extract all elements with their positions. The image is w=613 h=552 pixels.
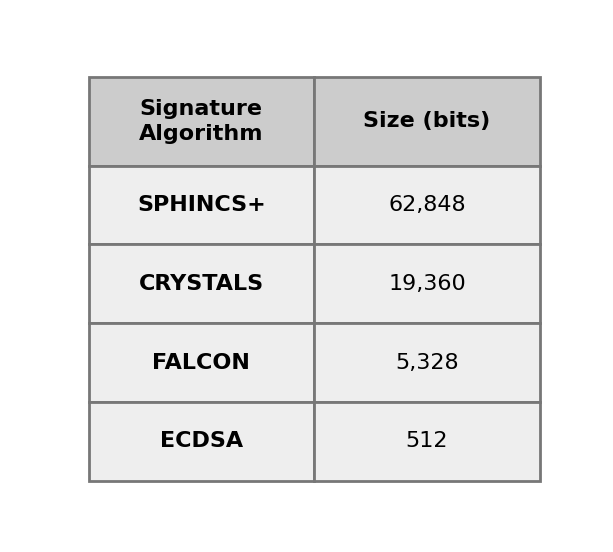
Bar [88,402,314,481]
Text: ECDSA: ECDSA [160,431,243,452]
Bar [88,77,314,166]
Bar [314,166,540,245]
Bar [88,323,314,402]
Text: Size (bits): Size (bits) [364,112,490,131]
Bar [88,245,314,323]
Text: 62,848: 62,848 [388,195,466,215]
Text: 5,328: 5,328 [395,353,459,373]
Bar [314,402,540,481]
Text: CRYSTALS: CRYSTALS [139,274,264,294]
Bar [88,166,314,245]
Bar [314,77,540,166]
Text: SPHINCS+: SPHINCS+ [137,195,265,215]
Text: FALCON: FALCON [153,353,250,373]
Bar [314,323,540,402]
Bar [314,245,540,323]
Text: 512: 512 [406,431,448,452]
Text: Signature
Algorithm: Signature Algorithm [139,99,264,144]
Text: 19,360: 19,360 [388,274,466,294]
